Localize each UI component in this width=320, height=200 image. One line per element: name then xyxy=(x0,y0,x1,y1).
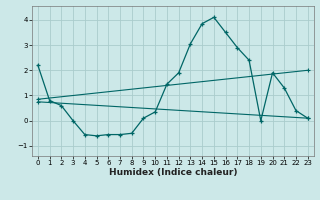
X-axis label: Humidex (Indice chaleur): Humidex (Indice chaleur) xyxy=(108,168,237,177)
